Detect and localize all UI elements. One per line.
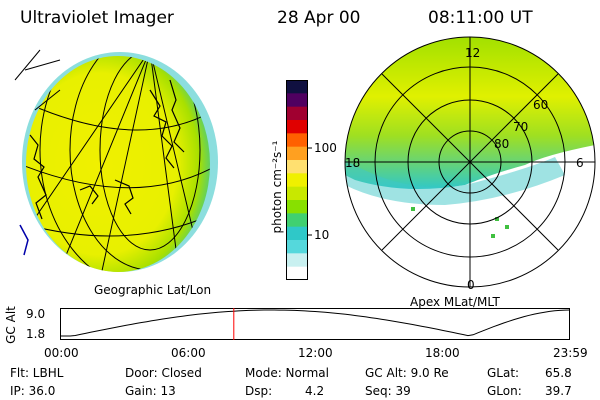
colorbar-segment bbox=[286, 120, 308, 134]
mlat-label-70: 70 bbox=[513, 120, 529, 134]
colorbar-tick-100: 100 bbox=[314, 141, 337, 155]
gain-value: Gain: 13 bbox=[125, 384, 176, 398]
glat-label: GLat: bbox=[487, 366, 520, 380]
colorbar-segment bbox=[286, 200, 308, 214]
colorbar-unit-label: photon cm⁻²s⁻¹ bbox=[270, 140, 284, 234]
colorbar-segment bbox=[286, 133, 308, 148]
altitude-axis-label: GC Alt bbox=[3, 306, 18, 344]
colorbar-segment bbox=[286, 80, 308, 94]
alt-tick-low: 1.8 bbox=[26, 327, 46, 341]
colorbar-tick-10: 10 bbox=[314, 228, 330, 242]
mlt-label-6: 6 bbox=[576, 156, 584, 170]
time-tick-1800: 18:00 bbox=[425, 346, 460, 360]
time-tick-0600: 06:00 bbox=[171, 346, 206, 360]
colorbar-segment bbox=[286, 146, 308, 161]
polar-plot bbox=[344, 36, 596, 288]
right-panel-caption: Apex MLat/MLT bbox=[410, 295, 500, 309]
left-panel-caption: Geographic Lat/Lon bbox=[94, 283, 212, 297]
mode-value: Mode: Normal bbox=[245, 366, 329, 380]
colorbar-segment bbox=[286, 93, 308, 108]
glon-label: GLon: bbox=[487, 384, 522, 398]
time-tick-2359: 23:59 bbox=[553, 346, 588, 360]
color-bar bbox=[286, 80, 312, 281]
seq-value: Seq: 39 bbox=[365, 384, 411, 398]
colorbar-segment bbox=[286, 240, 308, 254]
colorbar-segment bbox=[286, 213, 308, 228]
altitude-plot bbox=[60, 308, 571, 340]
mlt-label-18: 18 bbox=[345, 156, 361, 170]
dsp-value: 4.2 bbox=[305, 384, 325, 398]
door-status: Door: Closed bbox=[125, 366, 202, 380]
alt-tick-high: 9.0 bbox=[26, 307, 46, 321]
ip-value: IP: 36.0 bbox=[10, 384, 56, 398]
colorbar-segment bbox=[286, 226, 308, 241]
dsp-label: Dsp: bbox=[245, 384, 273, 398]
time-tick-1200: 12:00 bbox=[298, 346, 333, 360]
colorbar-segment bbox=[286, 266, 308, 281]
glon-value: 39.7 bbox=[545, 384, 572, 398]
time-tick-0000: 00:00 bbox=[44, 346, 79, 360]
mlt-label-12: 12 bbox=[465, 46, 481, 60]
time-label: 08:11:00 UT bbox=[428, 8, 533, 28]
coastlines bbox=[29, 79, 185, 220]
colorbar-segment bbox=[286, 160, 308, 174]
filter-value: Flt: LBHL bbox=[10, 366, 64, 380]
colorbar-segment bbox=[286, 173, 308, 188]
date-label: 28 Apr 00 bbox=[277, 8, 361, 28]
gc-alt-value: GC Alt: 9.0 Re bbox=[365, 366, 449, 380]
app-title: Ultraviolet Imager bbox=[20, 8, 174, 28]
mlat-label-60: 60 bbox=[533, 98, 549, 112]
mlat-label-80: 80 bbox=[494, 137, 510, 151]
colorbar-segment bbox=[286, 253, 308, 268]
colorbar-segment bbox=[286, 106, 308, 121]
earth-disk bbox=[26, 56, 210, 272]
glat-value: 65.8 bbox=[545, 366, 572, 380]
geographic-image bbox=[14, 49, 218, 272]
colorbar-segment bbox=[286, 186, 308, 201]
mlt-label-0: 0 bbox=[467, 278, 475, 292]
altitude-curve bbox=[60, 309, 571, 337]
